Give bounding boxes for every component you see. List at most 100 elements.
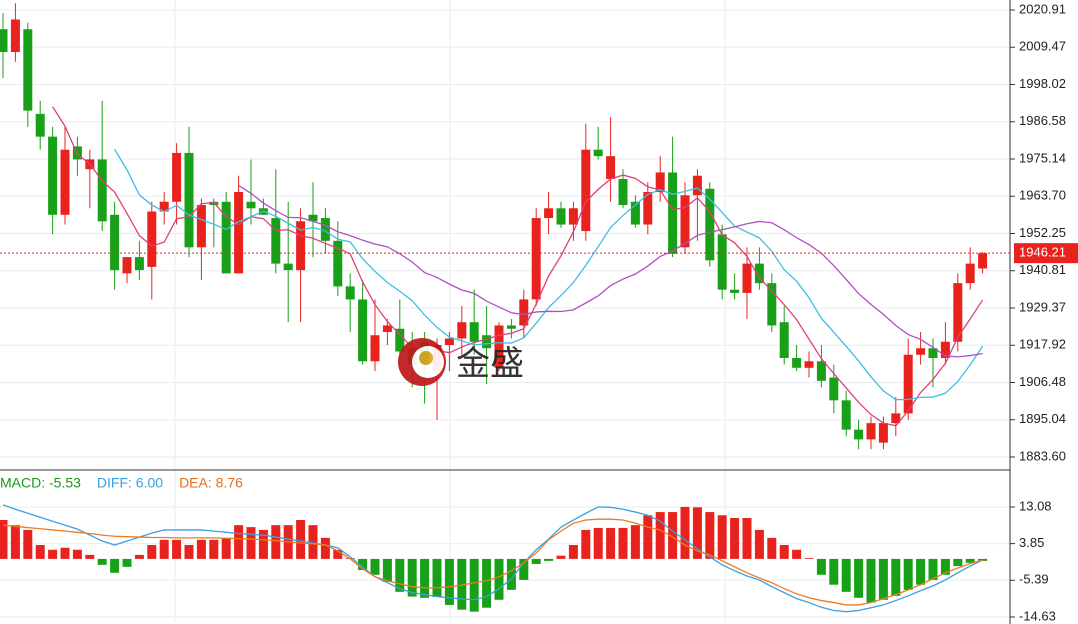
candle-body	[953, 283, 963, 342]
y-tick-label: 1975.14	[1019, 150, 1066, 165]
candle-body	[593, 149, 603, 157]
macd-bar	[506, 558, 516, 590]
candle-body	[122, 257, 132, 274]
y-tick-label: 13.08	[1019, 498, 1052, 513]
macd-bar	[841, 558, 851, 592]
y-tick-label: 1952.25	[1019, 225, 1066, 240]
macd-legend: MACD: -5.53	[0, 475, 81, 491]
candle-body	[618, 178, 628, 206]
candle-body	[854, 429, 864, 440]
candle-body	[10, 19, 20, 53]
y-tick-label: 1895.04	[1019, 411, 1066, 426]
candle-body	[48, 136, 58, 215]
macd-bar	[172, 539, 182, 559]
macd-bar	[221, 537, 231, 559]
candle-body	[172, 152, 182, 202]
macd-bar	[953, 558, 963, 567]
candle-body	[742, 263, 752, 293]
macd-bar	[916, 558, 926, 585]
macd-bar	[10, 525, 20, 559]
macd-bar	[928, 558, 938, 580]
macd-bar	[655, 512, 665, 559]
macd-bar	[544, 558, 554, 561]
candle-body	[940, 341, 950, 359]
y-tick-label: 2009.47	[1019, 39, 1066, 54]
macd-bar	[110, 558, 120, 573]
macd-bar	[209, 539, 219, 559]
macd-bar	[581, 529, 591, 559]
candle-body	[655, 172, 665, 192]
macd-bar	[816, 558, 826, 575]
candle-body	[358, 299, 368, 362]
macd-bar	[965, 558, 975, 563]
y-tick-label: 1883.60	[1019, 448, 1066, 463]
macd-bar	[234, 525, 244, 559]
candle-body	[97, 159, 107, 222]
candle-body	[668, 172, 678, 254]
moving-average	[238, 184, 983, 358]
candle-body	[643, 191, 653, 225]
macd-bar	[854, 558, 864, 598]
macd-bar	[395, 558, 405, 592]
candle-body	[308, 214, 318, 222]
logo-dot	[419, 351, 433, 365]
macd-bar	[494, 558, 504, 600]
last-price-box	[1014, 243, 1078, 264]
candle-body	[705, 188, 715, 261]
macd-bar	[358, 558, 368, 571]
macd-bar	[85, 554, 95, 559]
candle-body	[779, 322, 789, 359]
macd-bar	[903, 558, 913, 590]
candle-body	[878, 423, 888, 443]
candle-body	[829, 377, 839, 401]
candle-body	[283, 263, 293, 271]
y-tick-label: 1998.02	[1019, 76, 1066, 91]
macd-bar	[730, 518, 740, 559]
candle-body	[271, 218, 281, 264]
candle-body	[184, 152, 194, 248]
macd-bar	[382, 558, 392, 582]
macd-bar	[482, 558, 492, 608]
candle-body	[816, 361, 826, 381]
candle-body	[568, 208, 578, 225]
macd-legend: DEA: 8.76	[179, 475, 243, 491]
candle-body	[469, 322, 479, 342]
macd-bar	[606, 527, 616, 559]
macd-bar	[754, 529, 764, 559]
diff-line	[2, 504, 983, 613]
candle-body	[234, 191, 244, 274]
macd-bar	[48, 549, 58, 559]
macd-bar	[320, 537, 330, 559]
candle-body	[221, 201, 231, 274]
candle-body	[556, 208, 566, 225]
candle-body	[0, 29, 8, 53]
macd-bar	[296, 520, 306, 559]
macd-legend: DIFF: 6.00	[97, 475, 163, 491]
watermark-text: 金盛	[456, 345, 524, 383]
candle-body	[110, 214, 120, 271]
macd-bar	[35, 545, 45, 559]
macd-bar	[97, 558, 107, 565]
candle-body	[928, 348, 938, 359]
candle-body	[382, 325, 392, 332]
candle-body	[916, 348, 926, 355]
macd-bar	[159, 539, 169, 559]
macd-bar	[308, 525, 318, 559]
candle-body	[754, 263, 764, 284]
candle-body	[692, 175, 702, 196]
candle-body	[35, 113, 45, 137]
macd-bar	[692, 507, 702, 559]
y-tick-label: 1940.81	[1019, 262, 1066, 277]
candle-body	[866, 423, 876, 440]
macd-bar	[829, 558, 839, 585]
y-tick-label: 1963.70	[1019, 188, 1066, 203]
y-tick-label: 1986.58	[1019, 113, 1066, 128]
macd-bar	[568, 545, 578, 559]
candle-body	[841, 400, 851, 430]
candle-body	[630, 201, 640, 225]
watermark: 金盛	[398, 338, 524, 386]
macd-bar	[432, 558, 442, 597]
macd-bar	[593, 527, 603, 559]
macd-bar	[469, 558, 479, 612]
